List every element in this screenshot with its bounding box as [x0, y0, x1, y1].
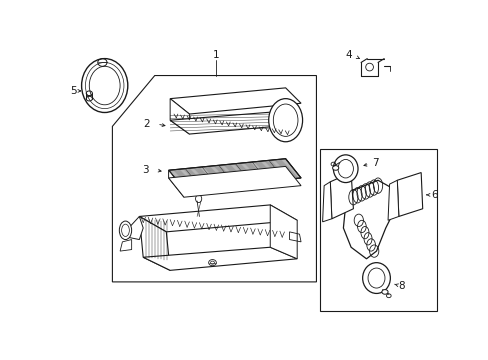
Text: 3: 3 — [142, 165, 148, 175]
Polygon shape — [170, 111, 301, 134]
Text: 1: 1 — [213, 50, 219, 60]
Ellipse shape — [208, 260, 216, 266]
Polygon shape — [168, 166, 301, 197]
Text: 4: 4 — [345, 50, 351, 60]
Polygon shape — [387, 180, 398, 220]
Polygon shape — [396, 172, 422, 216]
Polygon shape — [168, 170, 183, 197]
Text: 5: 5 — [70, 86, 76, 96]
Polygon shape — [139, 205, 297, 232]
Ellipse shape — [381, 289, 387, 294]
Ellipse shape — [333, 155, 357, 183]
Polygon shape — [270, 205, 297, 259]
Polygon shape — [139, 216, 170, 270]
Text: 2: 2 — [143, 119, 150, 129]
Polygon shape — [343, 180, 396, 259]
Polygon shape — [168, 159, 301, 189]
Text: 6: 6 — [430, 190, 437, 200]
Polygon shape — [143, 247, 297, 270]
Ellipse shape — [362, 263, 389, 293]
Polygon shape — [127, 216, 143, 239]
Ellipse shape — [268, 99, 302, 142]
Text: 8: 8 — [398, 281, 405, 291]
Text: 7: 7 — [372, 158, 378, 167]
Ellipse shape — [332, 166, 338, 170]
Ellipse shape — [367, 268, 384, 288]
Polygon shape — [170, 88, 301, 114]
Ellipse shape — [337, 159, 353, 178]
Ellipse shape — [119, 221, 131, 239]
Polygon shape — [329, 172, 353, 219]
Polygon shape — [170, 99, 189, 134]
Polygon shape — [322, 182, 331, 222]
